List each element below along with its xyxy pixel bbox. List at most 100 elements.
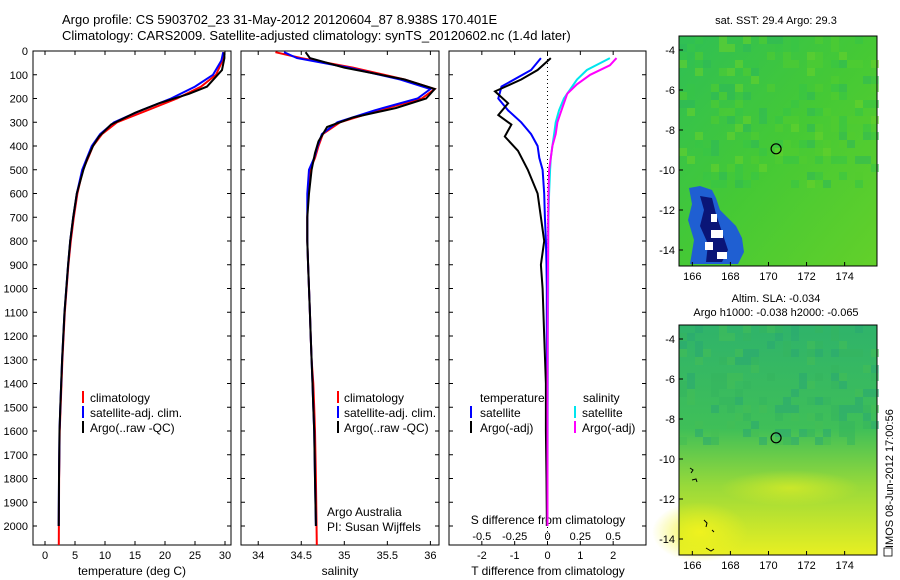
map-pixel bbox=[815, 397, 823, 405]
map-pixel bbox=[823, 180, 831, 188]
map-pixel bbox=[679, 92, 687, 100]
map-pixel bbox=[831, 413, 839, 421]
x-tick-label: 0 bbox=[544, 550, 550, 562]
map-pixel bbox=[679, 389, 687, 397]
map-pixel bbox=[783, 429, 791, 437]
map-pixel bbox=[863, 76, 871, 84]
imos-timestamp: IMOS 08-Jun-2012 17:00:56 bbox=[884, 409, 896, 548]
salinity-xlabel: salinity bbox=[322, 564, 359, 578]
map-pixel bbox=[735, 373, 743, 381]
depth-tick-label: 600 bbox=[10, 189, 28, 201]
map-pixel bbox=[871, 116, 879, 124]
legend-label-satellite-t: satellite bbox=[480, 406, 521, 420]
map-pixel bbox=[831, 116, 839, 124]
imos-logo-icon bbox=[883, 547, 893, 557]
map-pixel bbox=[791, 148, 799, 156]
map-pixel bbox=[815, 36, 823, 44]
map-pixel bbox=[799, 429, 807, 437]
depth-tick-label: 1000 bbox=[4, 284, 28, 296]
map-pixel bbox=[719, 325, 727, 333]
x-tick-label-top: 0.5 bbox=[606, 531, 621, 543]
map-pixel bbox=[751, 172, 759, 180]
map-pixel bbox=[711, 389, 719, 397]
map-pixel bbox=[839, 84, 847, 92]
map-pixel bbox=[823, 108, 831, 116]
map-pixel bbox=[687, 381, 695, 389]
map-pixel bbox=[687, 156, 695, 164]
x-tick-label: 36 bbox=[424, 550, 436, 562]
map-pixel bbox=[815, 156, 823, 164]
map-pixel bbox=[815, 148, 823, 156]
map-pixel bbox=[695, 68, 703, 76]
map-pixel bbox=[823, 148, 831, 156]
map-pixel bbox=[815, 52, 823, 60]
map-pixel bbox=[775, 44, 783, 52]
map-pixel bbox=[759, 397, 767, 405]
map-pixel bbox=[807, 429, 815, 437]
legend-label-satellite: satellite-adj. clim. bbox=[344, 406, 436, 420]
map-pixel bbox=[695, 60, 703, 68]
map-pixel bbox=[847, 140, 855, 148]
map-pixel bbox=[767, 36, 775, 44]
map-y-tick-label: -4 bbox=[665, 45, 675, 57]
map-pixel bbox=[735, 357, 743, 365]
sla-map-texture bbox=[679, 325, 879, 445]
map-pixel bbox=[727, 92, 735, 100]
map-x-tick-label: 172 bbox=[797, 560, 815, 572]
map-pixel bbox=[815, 413, 823, 421]
map-pixel bbox=[847, 148, 855, 156]
map-pixel bbox=[711, 92, 719, 100]
x-tick-label: -2 bbox=[477, 550, 487, 562]
map-pixel bbox=[727, 84, 735, 92]
map-pixel bbox=[775, 437, 783, 445]
argo-australia-label: Argo Australia bbox=[327, 505, 402, 519]
map-pixel bbox=[687, 389, 695, 397]
x-tick-label: 35 bbox=[338, 550, 350, 562]
map-pixel bbox=[871, 389, 879, 397]
map-pixel bbox=[767, 373, 775, 381]
depth-tick-label: 1600 bbox=[4, 426, 28, 438]
pi-label: PI: Susan Wijffels bbox=[327, 520, 421, 534]
map-pixel bbox=[719, 180, 727, 188]
temperature-axes-frame bbox=[32, 50, 232, 546]
map-pixel bbox=[807, 413, 815, 421]
map-pixel bbox=[831, 36, 839, 44]
map-x-tick-label: 170 bbox=[759, 560, 777, 572]
map-y-tick-label: -10 bbox=[659, 165, 675, 177]
map-pixel bbox=[751, 76, 759, 84]
x-tick-label-top: -0.5 bbox=[472, 531, 491, 543]
map-pixel bbox=[871, 100, 879, 108]
map-y-tick-label: -8 bbox=[665, 414, 675, 426]
map-pixel bbox=[807, 68, 815, 76]
map-pixel bbox=[799, 156, 807, 164]
map-pixel bbox=[871, 349, 879, 357]
map-pixel bbox=[735, 413, 743, 421]
map-pixel bbox=[839, 132, 847, 140]
map-pixel bbox=[839, 116, 847, 124]
sla-map-high-patch bbox=[652, 502, 748, 562]
x-tick-label: 20 bbox=[159, 550, 171, 562]
header-line-2: Climatology: CARS2009. Satellite-adjuste… bbox=[62, 28, 571, 43]
map-pixel bbox=[855, 36, 863, 44]
map-pixel bbox=[727, 381, 735, 389]
series-line-difference-blue bbox=[497, 57, 549, 526]
map-pixel bbox=[775, 325, 783, 333]
depth-tick-label: 1400 bbox=[4, 379, 28, 391]
map-pixel bbox=[719, 381, 727, 389]
depth-tick-label: 800 bbox=[10, 236, 28, 248]
map-pixel bbox=[719, 397, 727, 405]
map-pixel bbox=[815, 349, 823, 357]
legend-swatch-argo bbox=[337, 421, 339, 433]
map-pixel bbox=[751, 140, 759, 148]
map-pixel bbox=[807, 108, 815, 116]
plot-layer: 0100200300400500600700800900100011001200… bbox=[4, 45, 854, 572]
map-pixel bbox=[727, 397, 735, 405]
map-pixel bbox=[807, 397, 815, 405]
map-pixel bbox=[871, 60, 879, 68]
map-pixel bbox=[839, 124, 847, 132]
map-pixel bbox=[839, 429, 847, 437]
x-tick-label: 30 bbox=[219, 550, 231, 562]
x-tick-label: 35.5 bbox=[377, 550, 398, 562]
map-pixel bbox=[679, 381, 687, 389]
map-pixel bbox=[871, 421, 879, 429]
